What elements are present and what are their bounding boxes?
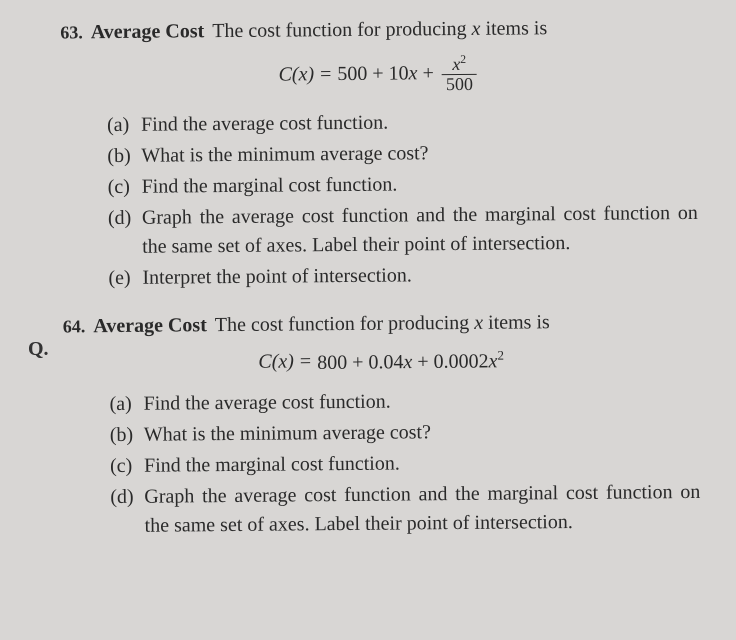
part-text: Find the marginal cost function. bbox=[144, 447, 700, 481]
part-text: Find the average cost function. bbox=[143, 385, 699, 419]
lead-text-a: The cost function for producing bbox=[215, 312, 475, 336]
part-label: (d) bbox=[108, 204, 142, 233]
problem-topic: Average Cost bbox=[93, 310, 207, 341]
part-e: (e) Interpret the point of intersection. bbox=[108, 259, 698, 293]
parts-list-63: (a) Find the average cost function. (b) … bbox=[107, 106, 699, 293]
problem-number: 64. bbox=[63, 313, 86, 340]
handwritten-annotation: Q. bbox=[28, 338, 49, 361]
formula-rhs: 800 + 0.04x + 0.0002x2 bbox=[317, 347, 504, 374]
part-c: (c) Find the marginal cost function. bbox=[110, 447, 700, 481]
formula-fraction: x2 500 bbox=[442, 54, 477, 94]
part-label: (a) bbox=[107, 111, 141, 140]
part-text: Find the marginal cost function. bbox=[142, 168, 698, 202]
part-text: Interpret the point of intersection. bbox=[142, 259, 698, 293]
part-text: Graph the average cost function and the … bbox=[142, 199, 698, 262]
part-label: (e) bbox=[108, 264, 142, 293]
problem-lead: The cost function for producing x items … bbox=[212, 13, 547, 46]
problem-header: 64. Average Cost The cost function for p… bbox=[63, 306, 699, 342]
part-d: (d) Graph the average cost function and … bbox=[110, 478, 700, 541]
formula-63: C(x) = 500 + 10x + x2 500 bbox=[61, 52, 697, 97]
lead-text-b: items is bbox=[483, 311, 550, 334]
formula-eq: = bbox=[320, 64, 331, 87]
formula-exp: 2 bbox=[497, 347, 504, 362]
formula-lhs: C(x) bbox=[278, 64, 314, 87]
lead-text-a: The cost function for producing bbox=[212, 18, 472, 42]
problem-lead: The cost function for producing x items … bbox=[215, 307, 550, 340]
problem-header: 63. Average Cost The cost function for p… bbox=[60, 12, 696, 48]
frac-numerator: x2 bbox=[448, 54, 470, 74]
lead-text-b: items is bbox=[480, 17, 547, 40]
page: 63. Average Cost The cost function for p… bbox=[0, 0, 736, 542]
part-text: Graph the average cost function and the … bbox=[144, 478, 700, 541]
formula-eq: = bbox=[300, 350, 311, 373]
part-label: (c) bbox=[110, 452, 144, 481]
part-label: (b) bbox=[107, 142, 141, 171]
part-label: (c) bbox=[108, 173, 142, 202]
problem-number: 63. bbox=[60, 19, 83, 46]
frac-denominator: 500 bbox=[442, 75, 477, 94]
frac-var: x bbox=[452, 54, 460, 74]
part-a: (a) Find the average cost function. bbox=[107, 106, 697, 140]
frac-exp: 2 bbox=[460, 53, 466, 66]
part-c: (c) Find the marginal cost function. bbox=[108, 168, 698, 202]
part-d: (d) Graph the average cost function and … bbox=[108, 199, 698, 262]
formula-terms: 500 + 10x + bbox=[337, 63, 434, 87]
problem-64: 64. Average Cost The cost function for p… bbox=[63, 306, 701, 542]
formula-lhs: C(x) bbox=[258, 351, 294, 374]
part-b: (b) What is the minimum average cost? bbox=[107, 137, 697, 171]
part-b: (b) What is the minimum average cost? bbox=[110, 416, 700, 450]
part-text: Find the average cost function. bbox=[141, 106, 697, 140]
problem-topic: Average Cost bbox=[91, 16, 205, 47]
part-text: What is the minimum average cost? bbox=[141, 137, 697, 171]
part-label: (a) bbox=[109, 390, 143, 419]
problem-63: 63. Average Cost The cost function for p… bbox=[60, 12, 698, 293]
part-a: (a) Find the average cost function. bbox=[109, 385, 699, 419]
part-label: (b) bbox=[110, 421, 144, 450]
formula-64: C(x) = 800 + 0.04x + 0.0002x2 bbox=[63, 346, 699, 377]
part-label: (d) bbox=[110, 483, 144, 512]
parts-list-64: (a) Find the average cost function. (b) … bbox=[109, 385, 700, 541]
part-text: What is the minimum average cost? bbox=[144, 416, 700, 450]
